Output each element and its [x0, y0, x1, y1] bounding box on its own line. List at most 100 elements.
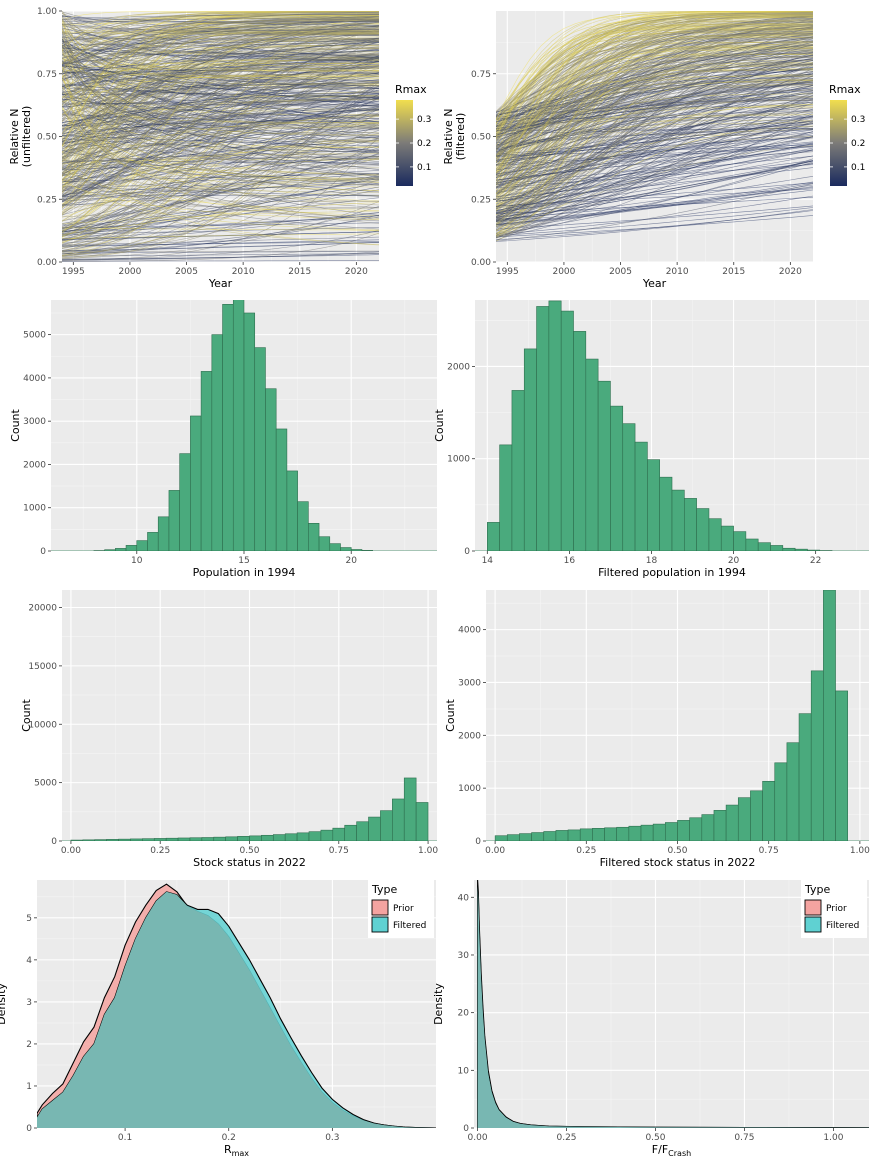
- trajectory-line: [62, 199, 379, 202]
- histogram-bar: [628, 825, 642, 841]
- x-axis-label: Stock status in 2022: [193, 856, 306, 869]
- trajectory-line: [62, 58, 379, 79]
- histogram-bar: [225, 836, 238, 841]
- histogram-bar: [361, 550, 373, 551]
- trajectory-line: [62, 145, 379, 206]
- histogram-bar: [168, 490, 180, 551]
- x-tick-label: 1995: [496, 267, 519, 277]
- trajectory-line: [496, 35, 813, 185]
- histogram-bar: [782, 547, 796, 551]
- panel-p4: 14 16 18 20 22 0 1000 2000 Filtered population i…: [433, 300, 869, 579]
- y-tick-label: 0: [26, 1124, 32, 1134]
- histogram-bar: [579, 828, 593, 841]
- legend-label: Filtered: [826, 921, 859, 931]
- x-tick-label: 15: [238, 556, 249, 566]
- histogram-bar: [275, 428, 288, 551]
- histogram-bar: [94, 839, 107, 841]
- trajectory-line: [496, 131, 813, 198]
- histogram-bar: [684, 498, 697, 551]
- histogram-bar: [125, 545, 138, 551]
- trajectory-line: [496, 18, 813, 189]
- trajectory-line: [62, 236, 379, 246]
- trajectory-line: [496, 68, 813, 232]
- density-group: [477, 880, 869, 1128]
- histogram-bar: [610, 405, 624, 551]
- histogram-bar: [798, 713, 812, 841]
- x-axis-label: Year: [208, 277, 233, 290]
- trajectory-line: [496, 40, 813, 123]
- trajectory-line: [496, 167, 813, 202]
- trajectory-line: [62, 125, 379, 176]
- histogram-bar: [597, 380, 611, 551]
- histogram-bar: [555, 830, 569, 841]
- y-axis-label: Density: [432, 983, 445, 1025]
- y-tick-label: 0.75: [471, 70, 491, 80]
- x-axis-label: Filtered population in 1994: [598, 566, 746, 579]
- trajectory-line: [62, 202, 379, 235]
- trajectory-line: [62, 19, 379, 44]
- trajectory-line: [496, 144, 813, 157]
- legend-label: Prior: [393, 904, 414, 914]
- trajectory-line: [62, 22, 379, 70]
- trajectory-line: [62, 210, 379, 225]
- trajectory-line: [62, 250, 379, 252]
- colorbar-tick-label: 0.3: [851, 115, 865, 125]
- trajectory-line: [496, 54, 813, 189]
- y-tick-label: 1: [26, 1082, 32, 1092]
- y-tick-label: 2: [26, 1040, 32, 1050]
- trajectory-line: [496, 36, 813, 158]
- histogram-bar: [380, 810, 393, 841]
- trajectory-line: [62, 106, 379, 170]
- trajectory-line: [496, 120, 813, 215]
- y-tick-label: 5000: [34, 779, 57, 789]
- density-overlap: [37, 891, 436, 1128]
- histogram-bar: [82, 839, 96, 841]
- trajectory-line: [62, 58, 379, 159]
- histogram-bar: [147, 532, 159, 551]
- trajectory-line: [496, 58, 813, 117]
- trajectory-line: [62, 212, 379, 241]
- histogram-bar: [70, 839, 84, 841]
- histogram-bar: [392, 798, 405, 841]
- trajectory-line: [62, 50, 379, 177]
- colorbar-tick-label: 0.1: [851, 163, 865, 173]
- x-axis-label: Rmax: [224, 1143, 249, 1158]
- x-tick-label: 0.00: [61, 846, 81, 856]
- trajectory-line: [62, 93, 379, 123]
- trajectory-line: [62, 85, 379, 154]
- histogram-bar: [567, 829, 581, 841]
- y-tick-label: 4: [26, 956, 32, 966]
- histogram-bar: [745, 538, 759, 551]
- trajectory-line: [62, 28, 379, 118]
- x-tick-label: 2010: [232, 267, 255, 277]
- histogram-bar: [794, 548, 808, 551]
- trajectory-line: [496, 123, 813, 162]
- histogram-bar: [403, 777, 417, 841]
- histogram-bar: [308, 831, 322, 841]
- trajectory-line: [62, 32, 379, 206]
- histogram-bar: [659, 476, 673, 551]
- x-tick-label: 0.3: [325, 1133, 339, 1143]
- trajectory-line: [496, 160, 813, 221]
- trajectory-line: [62, 76, 379, 179]
- histogram-bar: [696, 508, 710, 551]
- trajectory-line: [62, 83, 379, 104]
- y-tick-label: 4000: [458, 626, 481, 636]
- trajectory-group: [62, 11, 379, 262]
- histogram-bar: [531, 832, 545, 841]
- x-tick-label: 0.50: [645, 1133, 665, 1143]
- trajectory-line: [496, 24, 813, 136]
- histogram-bar: [652, 823, 666, 841]
- histogram-bar: [320, 829, 334, 841]
- histogram-bar: [573, 331, 587, 551]
- trajectory-line: [496, 183, 813, 226]
- trajectory-line: [62, 76, 379, 115]
- x-tick-label: 0.25: [556, 1133, 576, 1143]
- x-tick-label: 0.25: [150, 846, 170, 856]
- x-tick-label: 22: [810, 556, 821, 566]
- trajectory-line: [62, 13, 379, 79]
- trajectory-line: [62, 178, 379, 219]
- trajectory-line: [62, 158, 379, 171]
- trajectory-line: [62, 96, 379, 107]
- trajectory-line: [62, 201, 379, 259]
